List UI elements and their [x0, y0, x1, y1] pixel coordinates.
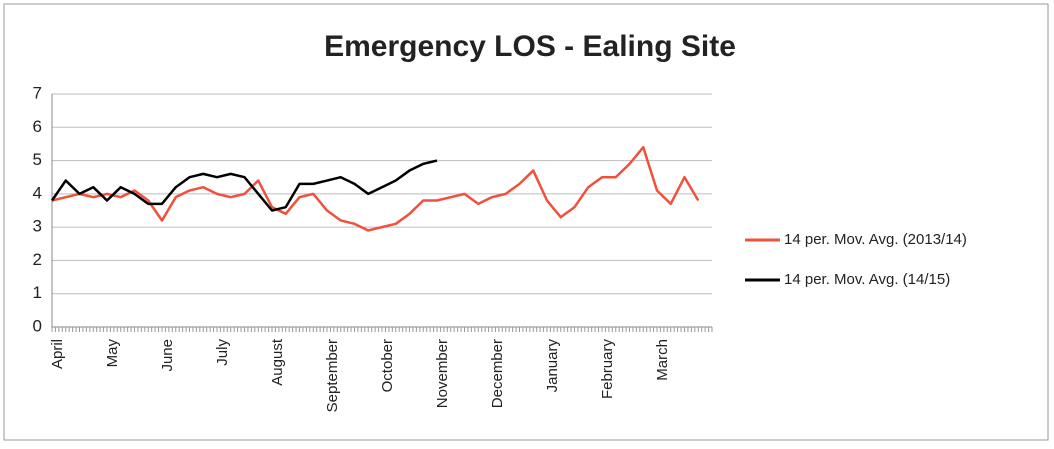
- y-tick-label: 7: [33, 83, 42, 102]
- y-tick-label: 5: [33, 150, 42, 169]
- y-tick-label: 0: [33, 316, 42, 335]
- x-tick-label: November: [434, 339, 451, 408]
- x-tick-label: February: [599, 339, 616, 400]
- x-tick-label: January: [544, 339, 561, 393]
- legend-label: 14 per. Mov. Avg. (2013/14): [784, 231, 967, 248]
- x-tick-label: May: [104, 339, 121, 368]
- x-tick-label: October: [379, 339, 396, 392]
- y-tick-label: 2: [33, 250, 42, 269]
- x-tick-label: March: [654, 339, 671, 381]
- legend-label: 14 per. Mov. Avg. (14/15): [784, 271, 950, 288]
- x-tick-label: April: [49, 339, 66, 369]
- x-tick-label: December: [489, 339, 506, 408]
- series-line: [51, 146, 700, 232]
- y-tick-label: 3: [33, 217, 42, 236]
- x-tick-label: August: [269, 338, 286, 386]
- x-tick-label: June: [159, 339, 176, 372]
- x-tick-label: September: [324, 339, 341, 412]
- chart-title: Emergency LOS - Ealing Site: [324, 30, 736, 63]
- x-tick-label: July: [214, 339, 231, 366]
- y-tick-label: 4: [33, 183, 42, 202]
- y-tick-label: 6: [33, 117, 42, 136]
- y-tick-label: 1: [33, 283, 42, 302]
- series-line: [50, 159, 438, 212]
- chart-border: [3, 3, 1049, 441]
